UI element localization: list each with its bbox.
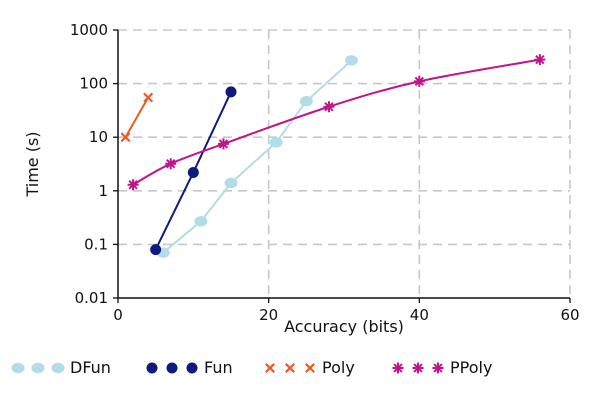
data-point-ppoly	[165, 158, 177, 170]
legend-marker-ppoly	[412, 362, 424, 374]
data-point-fun	[225, 86, 237, 98]
series-line-poly	[124, 97, 150, 138]
legend-marker-ppoly	[392, 362, 404, 374]
series-line-dfun	[162, 59, 353, 254]
data-point-dfun	[269, 137, 283, 148]
legend-marker-poly	[305, 363, 315, 373]
x-tick-label: 60	[560, 306, 579, 324]
y-tick-label: 0.1	[84, 235, 108, 253]
data-point-dfun	[224, 177, 238, 189]
legend-marker-dfun	[11, 362, 25, 374]
y-axis-title: Time (s)	[23, 131, 42, 197]
data-point-fun	[150, 244, 162, 256]
y-tick-label: 1	[98, 182, 108, 200]
data-point-fun	[187, 166, 199, 178]
legend-label-ppoly: PPoly	[450, 358, 492, 377]
data-point-ppoly	[413, 75, 425, 87]
legend-item-dfun: DFun	[11, 358, 111, 377]
legend-item-poly: Poly	[265, 358, 355, 377]
legend-item-ppoly: PPoly	[392, 358, 492, 377]
axes	[113, 29, 571, 303]
x-tick-label: 0	[113, 306, 123, 324]
legend: DFun Fun Poly PPoly	[11, 358, 492, 377]
x-axis-title: Accuracy (bits)	[284, 317, 404, 336]
series-line-ppoly	[132, 58, 541, 186]
grid	[118, 29, 571, 298]
y-tick-label: 100	[79, 75, 108, 93]
data-point-dfun	[194, 216, 208, 227]
data-point-ppoly	[217, 138, 229, 150]
legend-marker-fun	[186, 362, 198, 374]
y-tick-label: 0.01	[75, 289, 108, 307]
legend-label-fun: Fun	[204, 358, 233, 377]
legend-marker-dfun	[51, 362, 65, 374]
tick-labels: 0 20 40 60 0.01 0.1 1 10 100 1000	[70, 21, 580, 324]
x-tick-label: 40	[410, 306, 429, 324]
series	[120, 54, 546, 258]
data-point-dfun	[345, 55, 359, 66]
legend-marker-fun	[166, 362, 178, 374]
legend-label-dfun: DFun	[70, 358, 111, 377]
data-point-poly	[143, 92, 154, 103]
y-tick-label: 10	[89, 128, 108, 146]
legend-item-fun: Fun	[146, 358, 233, 377]
legend-marker-ppoly	[432, 362, 444, 374]
data-point-ppoly	[323, 101, 335, 113]
legend-label-poly: Poly	[322, 358, 355, 377]
data-point-ppoly	[534, 54, 546, 66]
x-tick-label: 20	[259, 306, 278, 324]
legend-marker-poly	[265, 363, 275, 373]
legend-marker-fun	[146, 362, 158, 374]
y-tick-label: 1000	[70, 21, 108, 39]
legend-marker-dfun	[31, 362, 45, 374]
data-point-poly	[120, 132, 131, 143]
data-point-ppoly	[127, 179, 139, 191]
data-point-dfun	[299, 95, 313, 107]
legend-marker-poly	[285, 363, 295, 373]
